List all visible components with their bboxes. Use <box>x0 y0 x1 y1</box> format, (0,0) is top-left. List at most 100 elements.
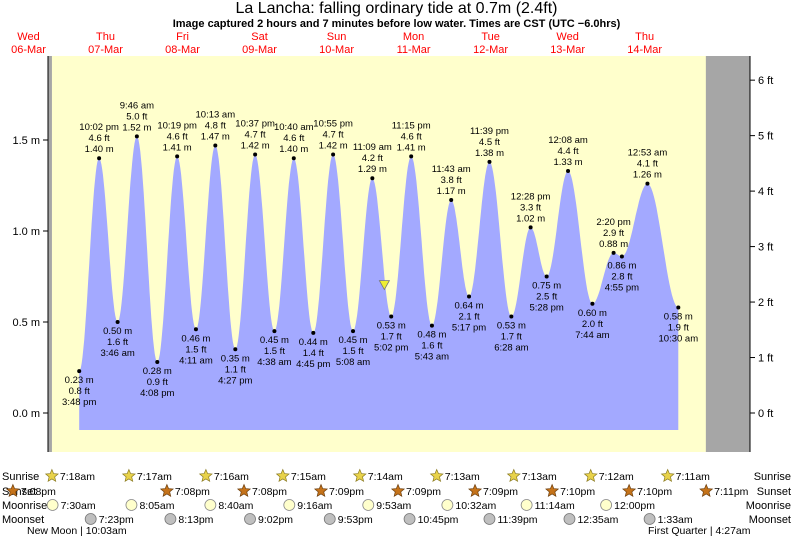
low-tide-label: 5:08 am <box>336 357 370 368</box>
moonrise-icon <box>283 499 296 511</box>
sunrise-icon <box>121 468 136 483</box>
tide-extreme-point <box>311 330 316 335</box>
low-tide-label: 0.60 m <box>578 308 607 319</box>
low-tide-label: 5:02 pm <box>374 343 408 354</box>
high-tide-label: 0.88 m <box>599 239 628 250</box>
tide-extreme-point <box>175 154 180 159</box>
astro-row-label-left: Moonrise <box>2 500 47 512</box>
moonset-icon <box>643 513 656 525</box>
moonset-icon <box>563 513 576 525</box>
sunrise-time: 7:15am <box>291 471 326 483</box>
high-tide-label: 3.3 ft <box>520 202 541 213</box>
tide-extreme-point <box>590 301 595 306</box>
tide-extreme-point <box>645 181 650 186</box>
low-tide-label: 1.7 ft <box>381 332 402 343</box>
tide-extreme-point <box>528 225 533 230</box>
tide-extreme-point <box>544 274 549 279</box>
low-tide-label: 0.53 m <box>377 321 406 332</box>
sunrise-time: 7:11am <box>676 471 710 483</box>
day-weekday-label: Wed <box>556 31 578 43</box>
day-weekday-label: Wed <box>17 31 39 43</box>
tide-extreme-point <box>566 168 571 173</box>
moonset-time: 8:13pm <box>178 514 213 526</box>
tide-area <box>79 136 679 430</box>
tide-extreme-point <box>193 327 198 332</box>
tide-extreme-point <box>272 329 277 334</box>
sunset-icon <box>622 483 637 498</box>
sunset-time: 7:09pm <box>329 486 364 498</box>
sunset-icon <box>313 483 329 498</box>
moonset-icon <box>84 513 97 525</box>
moonrise-icon <box>600 499 613 511</box>
day-date-label: 07-Mar <box>88 44 123 56</box>
low-tide-label: 0.53 m <box>497 321 526 332</box>
low-tide-label: 1.1 ft <box>225 364 246 375</box>
low-tide-label: 5:43 am <box>415 352 449 363</box>
low-tide-label: 1.5 ft <box>342 346 363 357</box>
day-weekday-label: Thu <box>635 31 654 43</box>
tide-extreme-point <box>509 314 514 319</box>
moonset-time: 12:35am <box>577 514 618 526</box>
high-tide-label: 11:15 pm <box>392 120 431 131</box>
moonset-icon <box>403 513 416 525</box>
day-weekday-label: Sat <box>251 31 268 43</box>
high-tide-label: 1.42 m <box>241 141 270 152</box>
right-axis-tick-label: 3 ft <box>758 242 773 254</box>
astro-row-label-right: Sunrise <box>754 471 791 483</box>
low-tide-label: 1.6 ft <box>421 341 442 352</box>
right-axis-tick-label: 1 ft <box>758 353 773 365</box>
high-tide-label: 3.8 ft <box>441 175 462 186</box>
low-tide-label: 3:46 am <box>100 348 134 359</box>
tide-extreme-point <box>291 156 296 161</box>
sunset-time: 7:08pm <box>175 486 210 498</box>
moonrise-time: 11:14am <box>535 500 575 512</box>
sunset-icon <box>468 483 483 498</box>
first-quarter-label: First Quarter | 4:27am <box>648 525 751 537</box>
high-tide-label: 10:40 am <box>274 122 314 133</box>
astro-row-label-left: Moonset <box>2 514 44 526</box>
chart-subtitle: Image captured 2 hours and 7 minutes bef… <box>172 18 621 30</box>
low-tide-label: 2.8 ft <box>611 271 632 282</box>
low-tide-label: 7:44 am <box>575 330 609 341</box>
low-tide-label: 0.28 m <box>143 366 172 377</box>
high-tide-label: 10:19 pm <box>157 120 197 131</box>
low-tide-label: 4:38 am <box>257 357 291 368</box>
moonrise-time: 9:53am <box>376 500 411 512</box>
high-tide-label: 4.6 ft <box>167 131 188 142</box>
night-band <box>705 56 750 452</box>
sunrise-time: 7:14am <box>368 471 403 483</box>
tide-extreme-point <box>97 156 102 161</box>
sunrise-icon <box>44 468 59 483</box>
sunset-time: 7:09pm <box>483 486 518 498</box>
moonrise-icon <box>520 499 533 511</box>
high-tide-label: 1.40 m <box>279 144 308 155</box>
moonset-time: 11:39pm <box>497 514 537 526</box>
day-weekday-label: Fri <box>176 31 189 43</box>
high-tide-label: 11:39 pm <box>470 126 509 137</box>
moonset-time: 9:53pm <box>338 514 373 526</box>
high-tide-label: 10:37 pm <box>235 119 275 130</box>
high-tide-label: 4.6 ft <box>401 131 422 142</box>
sunset-time: 7:11pm <box>714 486 748 498</box>
low-tide-label: 0.86 m <box>607 260 636 271</box>
low-tide-label: 0.44 m <box>299 337 328 348</box>
right-axis-tick-label: 2 ft <box>758 297 773 309</box>
sunset-icon <box>390 483 406 498</box>
high-tide-label: 4.4 ft <box>557 146 578 157</box>
high-tide-label: 4.7 ft <box>323 130 344 141</box>
tide-extreme-point <box>611 250 616 255</box>
low-tide-label: 0.8 ft <box>69 386 90 397</box>
right-axis-tick-label: 4 ft <box>758 186 773 198</box>
moonrise-time: 8:40am <box>218 500 253 512</box>
low-tide-label: 0.9 ft <box>147 377 168 388</box>
tide-extreme-point <box>389 314 394 319</box>
low-tide-label: 3:48 pm <box>62 397 96 408</box>
low-tide-label: 4:08 pm <box>140 388 174 399</box>
left-axis-tick-label: 0.5 m <box>12 317 40 329</box>
sunrise-time: 7:17am <box>137 471 172 483</box>
sunrise-icon <box>583 468 598 483</box>
right-axis-tick-label: 6 ft <box>758 75 773 87</box>
night-band <box>48 56 52 452</box>
tide-area-group <box>79 136 679 430</box>
